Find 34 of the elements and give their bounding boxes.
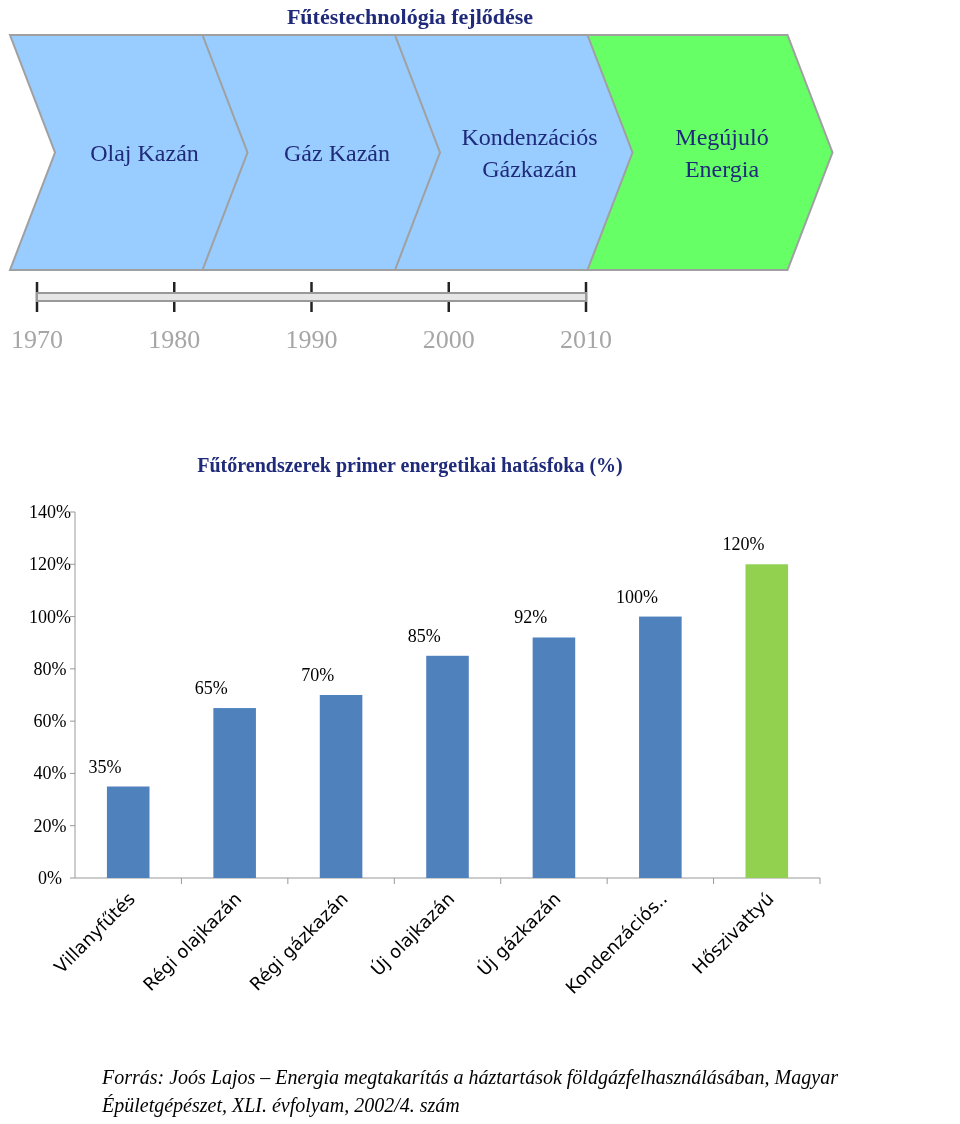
text: Olaj Kazán [90, 139, 199, 166]
data-label: 35% [88, 756, 122, 777]
y-tick-label: 80% [33, 658, 67, 679]
chart-title: Fűtőrendszerek primer energetikai hatásfoka (%) [197, 454, 623, 477]
bar [319, 695, 363, 878]
data-label: 92% [514, 607, 548, 628]
y-tick-label: 100% [29, 606, 71, 627]
data-label: 65% [194, 678, 228, 699]
y-tick-label: 140% [29, 502, 71, 522]
x-tick-label: 1970 [11, 325, 63, 354]
y-tick-label: 60% [33, 711, 67, 732]
text: Gáz Kazán [284, 139, 390, 166]
text: Megújuló Energia [675, 123, 769, 182]
data-label: 85% [407, 625, 441, 646]
y-tick-label: 0% [38, 868, 62, 888]
data-label: 100% [616, 586, 659, 607]
text: Forrás: Joós Lajos – Energia megtakarítás a háztartások földgázfelhasználásában, Magyar Épületgépészet, XLI. évfolyam, 2002/4. szám [101, 1066, 839, 1117]
bar [213, 708, 256, 878]
y-tick-label: 20% [33, 815, 67, 836]
bar [532, 637, 576, 878]
y-tick-label: 120% [29, 554, 71, 575]
y-tick-label: 40% [33, 763, 67, 784]
bar [106, 786, 150, 878]
text: Kondenzációs Gázkazán [461, 123, 598, 182]
x-tick-label: 1980 [148, 325, 201, 354]
x-tick-label: 2000 [422, 325, 475, 354]
bar [426, 655, 469, 878]
bar [745, 564, 789, 878]
data-label: 120% [722, 534, 765, 555]
data-label: 70% [301, 665, 335, 685]
chart-title: Fűtéstechnológia fejlődése [286, 4, 534, 29]
x-tick-label: 2010 [560, 325, 612, 354]
bar [639, 616, 682, 878]
x-tick-label: 1990 [285, 325, 338, 354]
